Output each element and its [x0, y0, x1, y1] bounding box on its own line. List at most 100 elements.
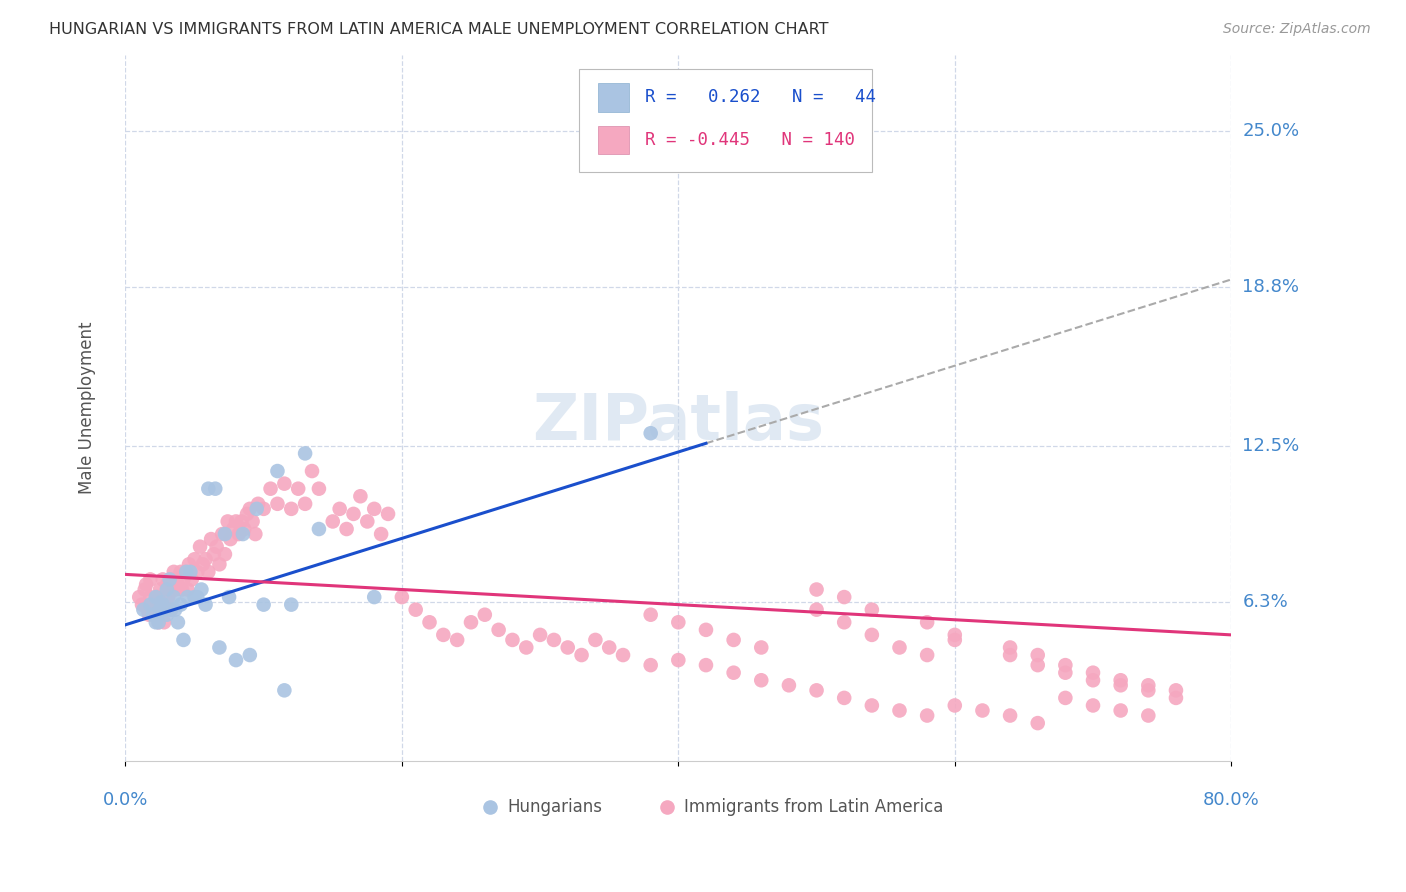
Point [1137, 678, 1160, 692]
Text: 80.0%: 80.0% [1204, 791, 1260, 809]
Point [806, 683, 828, 698]
Point [150, 602, 173, 616]
Point [943, 632, 966, 647]
Point [266, 497, 288, 511]
Point [142, 602, 165, 616]
Point [335, 522, 357, 536]
Point [170, 565, 193, 579]
Point [253, 598, 276, 612]
Point [138, 607, 160, 622]
Point [128, 590, 150, 604]
Point [218, 590, 240, 604]
Point [1137, 708, 1160, 723]
Point [152, 598, 174, 612]
Point [446, 632, 468, 647]
Point [1026, 648, 1049, 662]
Point [640, 607, 662, 622]
Point [915, 615, 938, 630]
Point [232, 527, 254, 541]
Text: ZIPatlas: ZIPatlas [533, 392, 824, 453]
Point [889, 704, 911, 718]
Point [1054, 665, 1077, 680]
Point [363, 590, 385, 604]
Point [170, 598, 193, 612]
Point [273, 476, 295, 491]
Point [183, 590, 205, 604]
Point [204, 482, 226, 496]
Point [1109, 704, 1132, 718]
Point [806, 582, 828, 597]
Point [159, 573, 181, 587]
Point [153, 602, 176, 616]
Point [191, 558, 214, 572]
Point [301, 464, 323, 478]
Text: Male Unemployment: Male Unemployment [77, 322, 96, 494]
Point [239, 648, 262, 662]
Point [225, 515, 247, 529]
Text: 25.0%: 25.0% [1243, 122, 1299, 140]
Point [239, 501, 262, 516]
Point [183, 552, 205, 566]
Point [208, 558, 231, 572]
Point [1081, 673, 1104, 688]
Point [233, 522, 256, 536]
Point [294, 497, 316, 511]
Point [860, 698, 883, 713]
Point [501, 632, 523, 647]
Point [294, 446, 316, 460]
Point [1026, 658, 1049, 673]
Bar [598, 126, 628, 154]
Point [432, 628, 454, 642]
Point [242, 515, 264, 529]
Point [1026, 716, 1049, 731]
Point [778, 678, 800, 692]
Point [146, 590, 169, 604]
Point [583, 632, 606, 647]
Point [139, 590, 162, 604]
Point [145, 615, 167, 630]
Point [225, 653, 247, 667]
Text: HUNGARIAN VS IMMIGRANTS FROM LATIN AMERICA MALE UNEMPLOYMENT CORRELATION CHART: HUNGARIAN VS IMMIGRANTS FROM LATIN AMERI… [49, 22, 828, 37]
Point [214, 527, 236, 541]
Point [1054, 690, 1077, 705]
Text: 6.3%: 6.3% [1243, 593, 1288, 611]
Point [214, 547, 236, 561]
Point [172, 573, 194, 587]
Point [163, 565, 186, 579]
Point [1054, 658, 1077, 673]
Point [280, 598, 302, 612]
Point [915, 708, 938, 723]
Point [165, 582, 187, 597]
Point [915, 648, 938, 662]
Point [860, 628, 883, 642]
Point [806, 602, 828, 616]
Point [832, 590, 855, 604]
Text: Immigrants from Latin America: Immigrants from Latin America [683, 797, 943, 816]
Text: R =   0.262   N =   44: R = 0.262 N = 44 [645, 88, 876, 106]
Point [529, 628, 551, 642]
Point [308, 482, 330, 496]
Point [253, 501, 276, 516]
Point [157, 590, 180, 604]
Point [163, 590, 186, 604]
Point [150, 595, 173, 609]
Point [179, 565, 201, 579]
Point [363, 501, 385, 516]
Point [205, 540, 228, 554]
Point [247, 497, 270, 511]
Point [1137, 683, 1160, 698]
Point [377, 507, 399, 521]
Point [695, 124, 717, 138]
Point [231, 515, 253, 529]
Point [666, 653, 689, 667]
Point [273, 683, 295, 698]
Point [543, 632, 565, 647]
Point [943, 698, 966, 713]
Point [131, 598, 153, 612]
Point [749, 673, 772, 688]
Point [135, 577, 157, 591]
Point [148, 615, 170, 630]
Point [194, 598, 217, 612]
Point [246, 501, 269, 516]
Point [162, 573, 184, 587]
